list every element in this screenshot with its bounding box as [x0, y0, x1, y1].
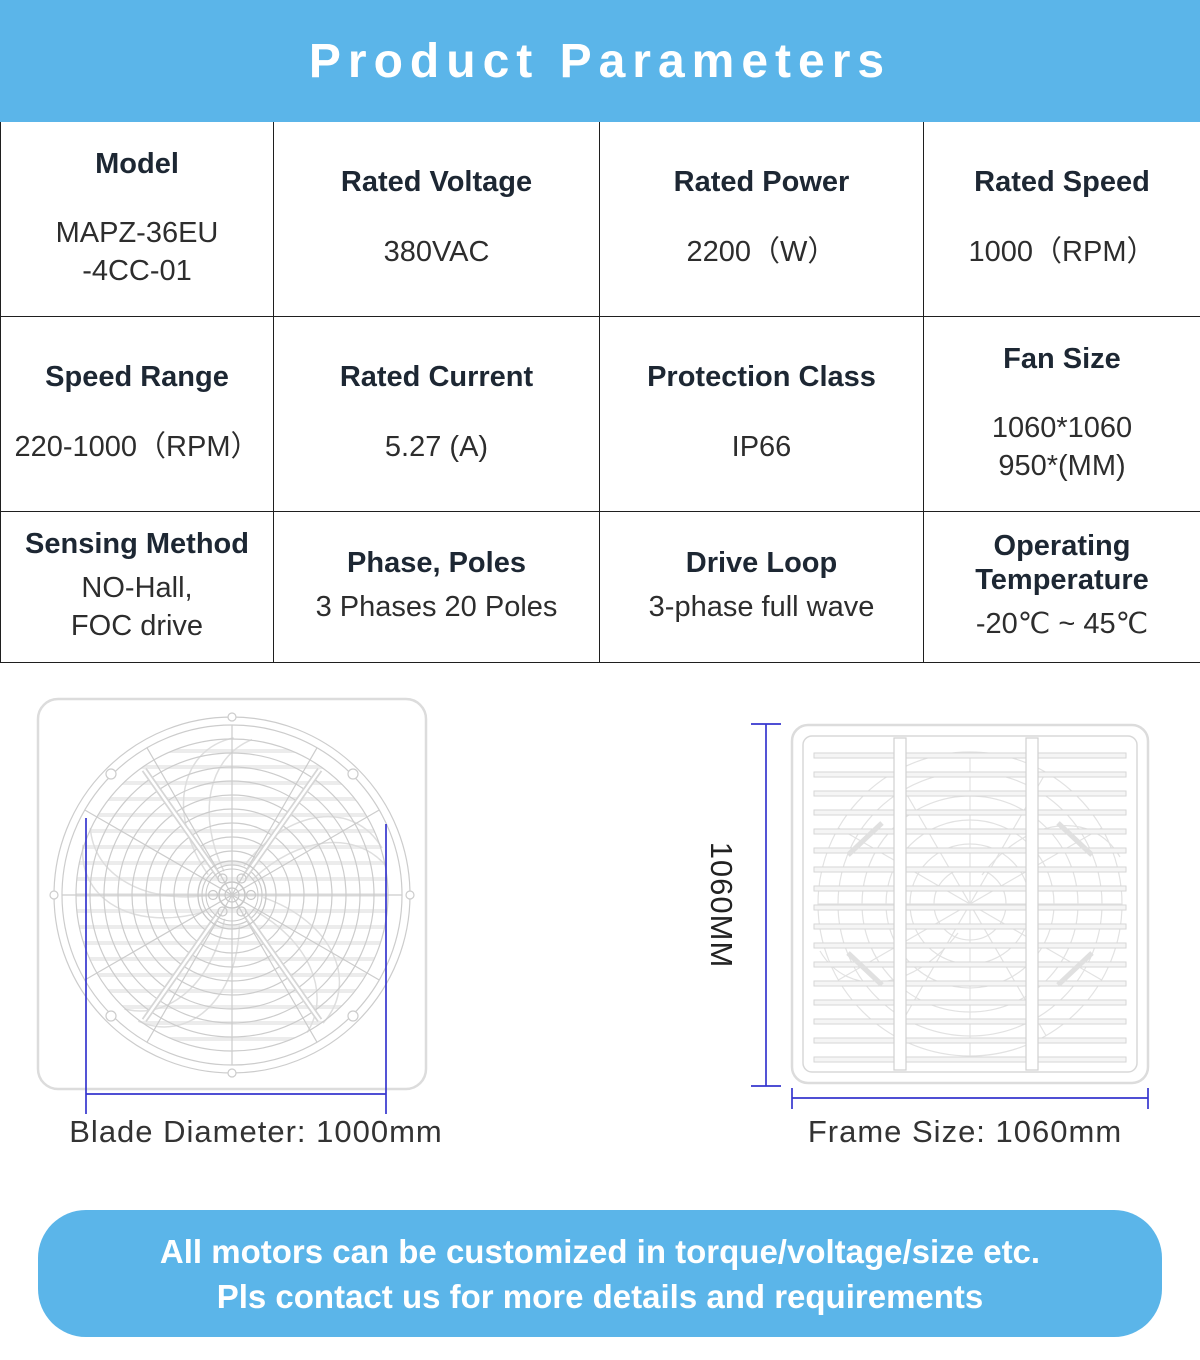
param-label: Drive Loop — [685, 546, 838, 579]
header-banner: Product Parameters — [0, 0, 1200, 122]
table-cell-phase-poles: Phase, Poles 3 Phases 20 Poles — [274, 512, 600, 663]
param-label: Rated Current — [339, 361, 534, 394]
param-value: MAPZ-36EU -4CC-01 — [55, 216, 219, 287]
frame-height-dimension-line — [751, 723, 781, 1087]
param-value: 2200（W） — [686, 235, 837, 268]
param-value: 1060*1060 950*(MM) — [991, 411, 1133, 482]
param-label: Fan Size — [1003, 342, 1121, 375]
param-label: Model — [95, 147, 179, 180]
page-title: Product Parameters — [308, 34, 892, 88]
blade-diameter-caption: Blade Diameter: 1000mm — [69, 1114, 443, 1149]
table-cell-drive-loop: Drive Loop 3-phase full wave — [600, 512, 924, 663]
table-cell-sensing-method: Sensing Method NO-Hall, FOC drive — [1, 512, 274, 663]
param-label: Rated Power — [673, 166, 850, 199]
param-value: 220-1000（RPM） — [14, 430, 260, 463]
param-value: 1000（RPM） — [968, 235, 1156, 268]
fan-guard-diagram — [36, 697, 428, 1091]
table-cell-operating-temperature: Operating Temperature -20℃ ~ 45℃ — [924, 512, 1200, 663]
param-value: NO-Hall, FOC drive — [70, 572, 204, 643]
table-cell-speed-range: Speed Range 220-1000（RPM） — [1, 317, 274, 512]
param-label: Rated Speed — [974, 166, 1150, 199]
param-value: IP66 — [731, 430, 792, 463]
param-label: Phase, Poles — [347, 546, 526, 579]
param-value: -20℃ ~ 45℃ — [975, 608, 1149, 640]
param-value: 3 Phases 20 Poles — [315, 591, 558, 624]
table-cell-rated-current: Rated Current 5.27 (A) — [274, 317, 600, 512]
blade-diameter-dimension-line — [85, 818, 387, 1114]
table-cell-rated-power: Rated Power 2200（W） — [600, 122, 924, 317]
table-cell-rated-voltage: Rated Voltage 380VAC — [274, 122, 600, 317]
spec-table: Model MAPZ-36EU -4CC-01 Rated Voltage 38… — [0, 122, 1200, 663]
table-cell-model: Model MAPZ-36EU -4CC-01 — [1, 122, 274, 317]
table-cell-fan-size: Fan Size 1060*1060 950*(MM) — [924, 317, 1200, 512]
customization-banner: All motors can be customized in torque/v… — [38, 1210, 1162, 1337]
param-label: Speed Range — [45, 361, 229, 394]
frame-width-dimension-line — [791, 1088, 1149, 1109]
fan-frame-diagram — [790, 723, 1150, 1085]
banner-line-2: Pls contact us for more details and requ… — [216, 1277, 984, 1315]
param-value: 380VAC — [383, 235, 490, 268]
table-cell-rated-speed: Rated Speed 1000（RPM） — [924, 122, 1200, 317]
param-value: 3-phase full wave — [648, 591, 875, 624]
param-label: Rated Voltage — [340, 166, 533, 199]
table-cell-protection-class: Protection Class IP66 — [600, 317, 924, 512]
param-label: Sensing Method — [25, 528, 249, 561]
frame-size-caption: Frame Size: 1060mm — [807, 1114, 1123, 1149]
banner-line-1: All motors can be customized in torque/v… — [159, 1232, 1041, 1270]
param-label: Operating Temperature — [975, 530, 1149, 596]
param-label: Protection Class — [647, 361, 876, 394]
param-value: 5.27 (A) — [384, 430, 489, 463]
frame-height-dimension-label: 1060MM — [704, 841, 739, 969]
